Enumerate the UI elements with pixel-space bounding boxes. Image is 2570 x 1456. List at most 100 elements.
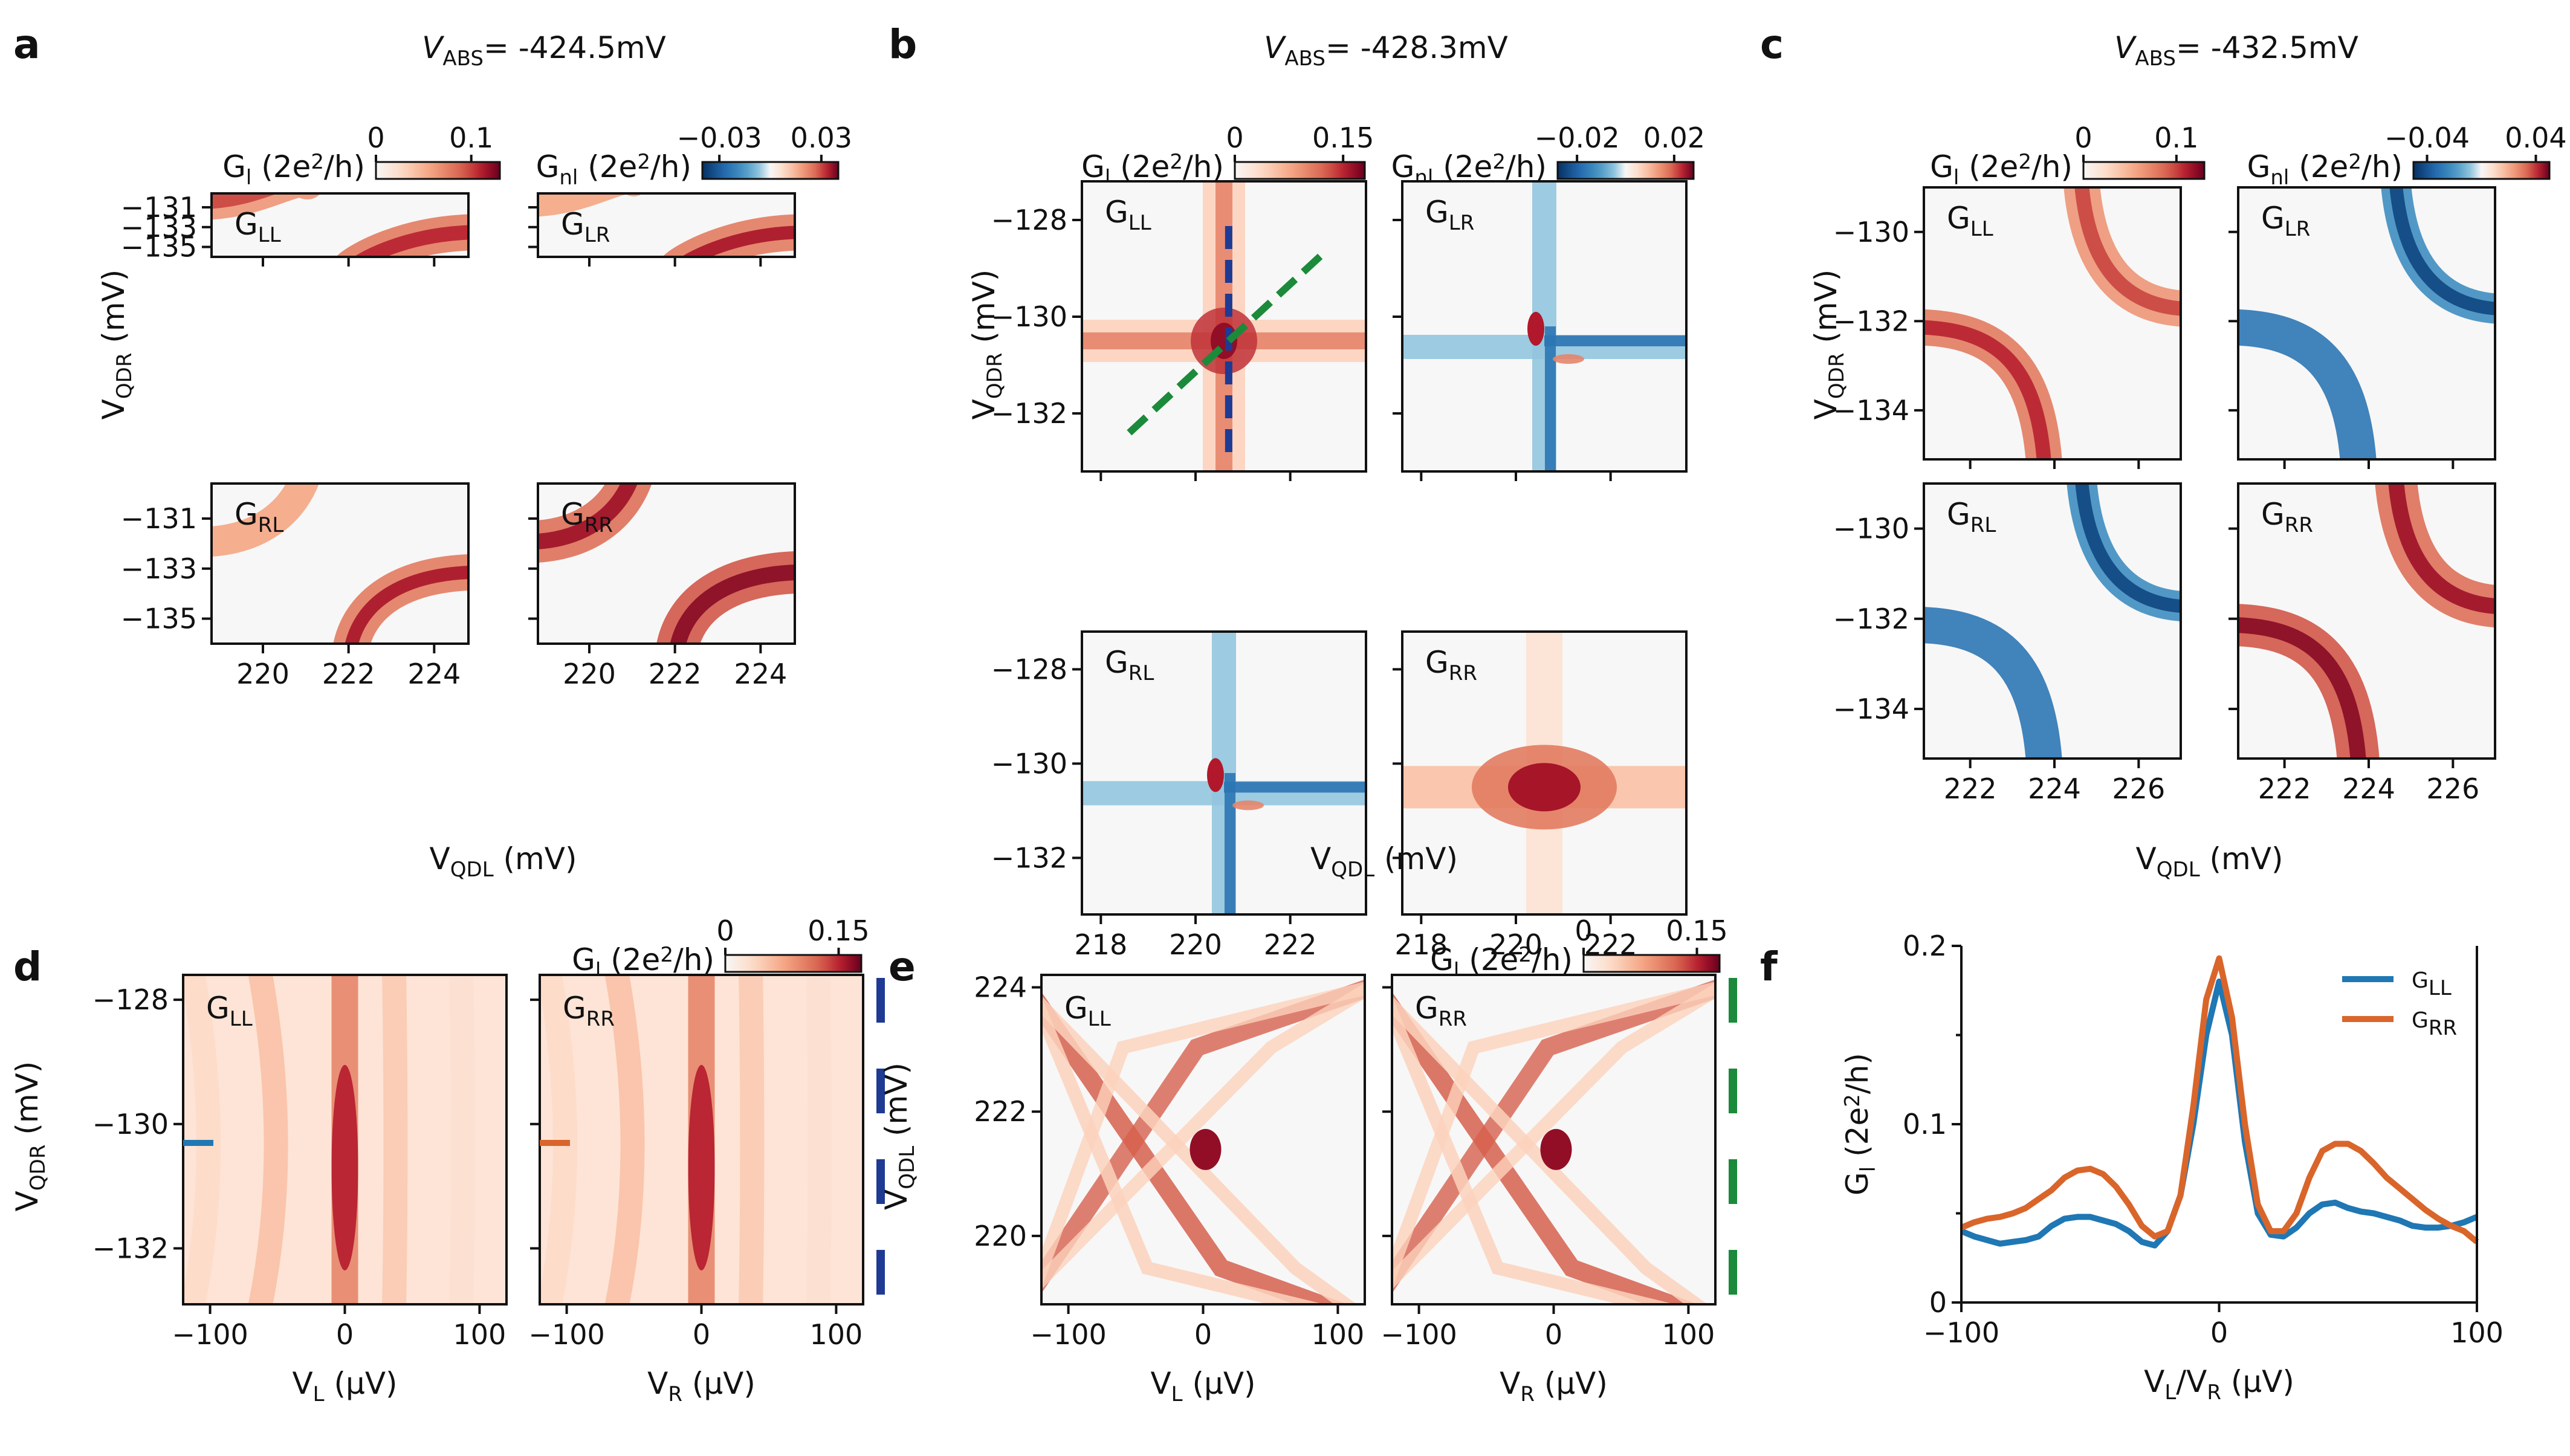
resonance-branch: [1392, 983, 1715, 1290]
heatmap-a-grl-field: [212, 484, 468, 644]
legend-label: GRR: [2412, 1008, 2457, 1040]
colorbar-label: Gnl (2e2/h): [1391, 149, 1547, 190]
resonance-branch: [248, 975, 288, 1304]
subplot-label: GLL: [1105, 195, 1151, 235]
y-tick-label: −128: [991, 653, 1067, 685]
colorbar-nonlocal: Gnl (2e2/h)−0.03 0.03: [536, 121, 853, 190]
y-axis-label: Gl (2e2/h): [1840, 1053, 1880, 1196]
cut-bar: [876, 1250, 885, 1295]
y-tick-label: 0.1: [1903, 1108, 1947, 1141]
cut-bar: [1729, 1250, 1737, 1295]
x-tick-label: 222: [1264, 928, 1317, 961]
heatmap-c-gll: GLL: [1923, 186, 2182, 461]
colorbar-bar: [1556, 161, 1695, 180]
colorbar-local: Gl (2e2/h)0 0.15: [572, 914, 870, 983]
heatmap-field: [183, 975, 507, 1304]
y-tick-label: −130: [92, 1108, 169, 1141]
x-tick-label: 0: [2210, 1316, 2228, 1349]
x-axis-label: VQDL (mV): [430, 841, 577, 882]
resonance-branch: [1041, 996, 1325, 1304]
colorbar-tick-label: 0.15: [1312, 121, 1374, 154]
colorbar-bar: [701, 161, 840, 180]
heat-stripe: [1225, 773, 1235, 914]
x-tick-label: −100: [1030, 1318, 1106, 1351]
series-line-gll: [1960, 979, 2478, 1249]
colorbar-tick-label: 0.1: [2154, 121, 2198, 154]
colorbar-local: Gl (2e2/h)0 0.15: [1081, 121, 1374, 190]
x-tick-label: 100: [453, 1318, 507, 1351]
colorbar-tick-label: −0.02: [1535, 121, 1620, 154]
plot-frame: [1923, 186, 2182, 461]
colorbar-tick-label: 0: [1226, 121, 1243, 154]
subplot-label: GLR: [561, 207, 610, 247]
heatmap-a-glr-field: [538, 193, 795, 257]
panel-title: VABS= -432.5mV: [2114, 30, 2358, 71]
subplot-label: GLL: [1064, 991, 1111, 1031]
x-tick-label: 220: [1489, 928, 1542, 961]
colorbar-tick-label: 0: [367, 121, 384, 154]
heatmap-c-grl-field: [1924, 484, 2181, 759]
x-tick-label: 100: [1312, 1318, 1365, 1351]
x-tick-label: 224: [2342, 772, 2395, 805]
resonance-branch: [604, 975, 645, 1304]
x-tick-label: 100: [1662, 1318, 1715, 1351]
heat-blob: [1508, 763, 1581, 812]
x-tick-label: 222: [2258, 772, 2311, 805]
cut-line-diagonal: [1127, 246, 1331, 436]
heatmap-c-grl: GRL: [1923, 482, 2182, 760]
plot-frame: [2237, 482, 2496, 760]
x-axis-label: VQDL (mV): [1310, 841, 1458, 882]
x-axis-label: VQDL (mV): [2136, 841, 2284, 882]
x-tick-label: 218: [1074, 928, 1127, 961]
heat-branch: [1924, 607, 2062, 759]
x-tick-label: 0: [1545, 1318, 1562, 1351]
zero-bias-core: [688, 1064, 715, 1270]
colorbar-bar: [1582, 954, 1721, 973]
y-axis-label: VQDR (mV): [10, 1061, 50, 1212]
heatmap-c-glr: GLR: [2237, 186, 2496, 461]
heat-branch: [2075, 484, 2181, 613]
x-tick-label: −100: [1923, 1316, 1999, 1349]
colorbar-label: Gl (2e2/h): [1430, 942, 1573, 983]
x-tick-label: 224: [734, 658, 787, 690]
heat-branch: [212, 484, 319, 557]
resonance-branch: [449, 975, 475, 1304]
y-tick-label: −133: [121, 552, 197, 585]
heatmap-a-gll-field: [212, 193, 468, 257]
heatmap-field: [540, 975, 863, 1304]
panel-title: VABS= -424.5mV: [422, 30, 666, 71]
subplot-label: GRL: [235, 497, 283, 537]
heatmap-e-grr: GRR: [1391, 974, 1717, 1306]
y-tick-label: −132: [92, 1232, 169, 1264]
x-tick-label: 220: [563, 658, 616, 690]
y-tick-label: −130: [991, 747, 1067, 780]
subplot-label: GRL: [1105, 645, 1154, 685]
cut-bar: [876, 1069, 885, 1113]
x-tick-label: 220: [236, 658, 290, 690]
y-axis-label: VQDL (mV): [879, 1063, 919, 1210]
heatmap-b-gll-field: [1082, 181, 1366, 471]
x-axis-label: VL/VR (μV): [2144, 1364, 2294, 1405]
colorbar-tick-label: 0: [1575, 914, 1592, 947]
panel-title: VABS= -428.3mV: [1264, 30, 1508, 71]
resonance-branch: [1392, 996, 1675, 1304]
resonance-branch: [1392, 995, 1708, 1304]
colorbar-nonlocal: Gnl (2e2/h)−0.02 0.02: [1391, 121, 1705, 190]
resonance-branch: [1392, 994, 1698, 1304]
resonance-branch: [382, 975, 408, 1304]
x-tick-label: 224: [407, 658, 461, 690]
colorbar-tick-label: 0.15: [808, 914, 869, 947]
heatmap-c-grr-field: [2238, 484, 2495, 759]
crossing-peak: [1190, 1128, 1222, 1170]
colorbar-tick-label: 0: [716, 914, 734, 947]
plot-frame: [1401, 180, 1688, 473]
y-axis-label: VQDR (mV): [1808, 270, 1849, 420]
x-tick-label: 222: [649, 658, 702, 690]
colorbar-local: Gl (2e2/h)0 0.1: [1930, 121, 2206, 190]
y-tick-label: −134: [1833, 693, 1909, 725]
colorbar-local: Gl (2e2/h)0 0.1: [222, 121, 501, 190]
cut-bar: [1729, 1069, 1737, 1113]
y-tick-label: −135: [121, 231, 197, 264]
subplot-label: GLL: [206, 991, 253, 1031]
